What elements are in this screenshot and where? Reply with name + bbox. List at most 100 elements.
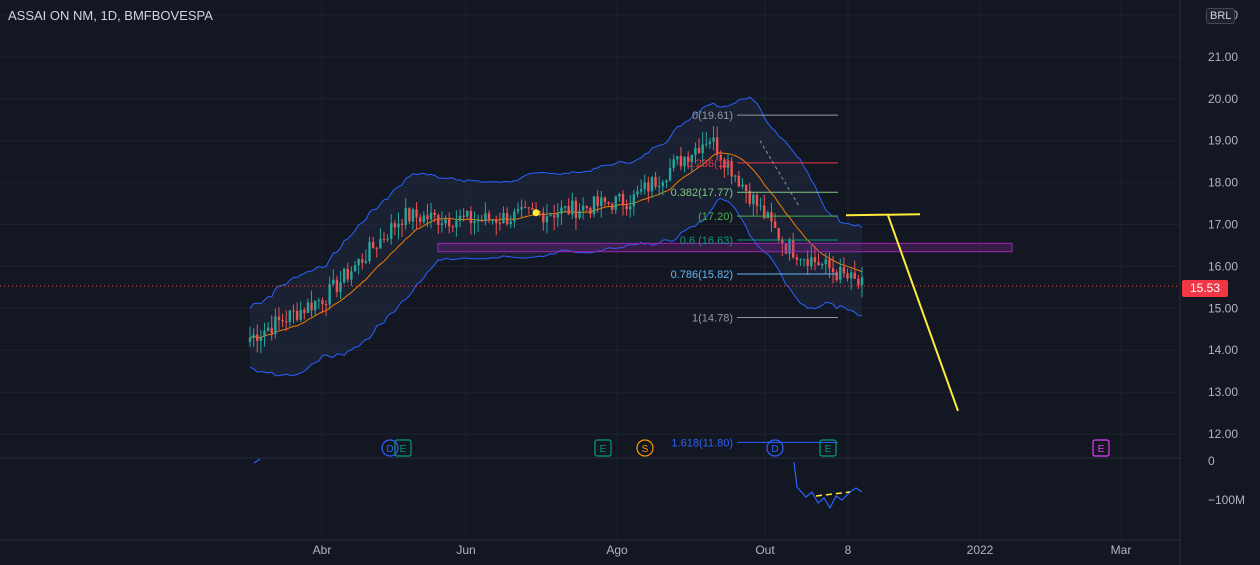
- candle-body: [317, 300, 321, 302]
- candle-body: [252, 334, 255, 338]
- event-dividend-icon: [766, 439, 784, 457]
- candle-body: [285, 321, 288, 323]
- candle-body: [538, 211, 541, 213]
- candle-body: [574, 200, 578, 218]
- candle-body: [603, 197, 607, 203]
- candle-body: [741, 184, 744, 187]
- candle-body: [292, 310, 295, 312]
- candle-body: [658, 186, 661, 188]
- candle-body: [397, 223, 400, 228]
- candle-body: [672, 159, 675, 168]
- candle-body: [647, 182, 650, 192]
- candle-body: [342, 268, 346, 283]
- candle-body: [715, 137, 719, 155]
- candle-body: [458, 215, 462, 221]
- candle-body: [411, 209, 415, 222]
- candle-body: [734, 175, 737, 177]
- candle-body: [270, 327, 273, 334]
- x-tick-label: Ago: [606, 543, 628, 557]
- candle-body: [773, 221, 777, 228]
- candle-body: [770, 212, 773, 222]
- candle-body: [332, 279, 335, 285]
- candle-body: [860, 277, 864, 285]
- candle-body: [737, 175, 741, 187]
- candle-body: [632, 194, 636, 207]
- candle-body: [723, 159, 726, 168]
- candle-body: [274, 316, 277, 334]
- candle-body: [324, 304, 328, 306]
- fib-level-label: 0(19.61): [692, 110, 733, 122]
- y-tick-label: 16.00: [1208, 259, 1238, 273]
- candle-body: [266, 327, 270, 331]
- candle-body: [382, 238, 386, 240]
- candle-body: [799, 259, 802, 261]
- candle-body: [629, 206, 632, 210]
- candle-body: [361, 259, 364, 263]
- y-tick-label: 21.00: [1208, 50, 1238, 64]
- candle-body: [690, 154, 693, 163]
- projection-line: [887, 214, 959, 412]
- y-tick-label: 13.00: [1208, 385, 1238, 399]
- candle-body: [618, 194, 621, 197]
- candle-body: [437, 214, 440, 225]
- candle-body: [502, 213, 505, 224]
- candle-body: [802, 259, 806, 261]
- event-earnings-icon: [594, 439, 612, 457]
- candle-body: [415, 209, 418, 218]
- candle-body: [842, 267, 846, 274]
- candle-body: [585, 205, 588, 208]
- candle-body: [795, 257, 799, 260]
- candle-body: [299, 309, 302, 320]
- candle-body: [277, 316, 281, 321]
- candle-body: [371, 241, 375, 249]
- last-price-label: 15.53: [1182, 280, 1228, 297]
- candle-body: [607, 202, 610, 204]
- event-label: E: [1098, 444, 1105, 455]
- candle-body: [444, 219, 447, 224]
- bollinger-fill: [250, 97, 862, 376]
- symbol-title: ASSAI ON NM, 1D, BMFBOVESPA: [8, 8, 213, 23]
- bollinger-lower-line: [249, 197, 863, 377]
- candle-body: [846, 273, 849, 279]
- candle-body: [813, 257, 817, 263]
- candle-body: [556, 213, 560, 218]
- candle-body: [440, 223, 444, 225]
- candle-body: [346, 268, 349, 280]
- candle-body: [313, 300, 317, 311]
- candle-body: [433, 212, 436, 215]
- candle-body: [810, 257, 813, 267]
- candle-body: [545, 216, 549, 223]
- currency-badge[interactable]: BRL: [1206, 8, 1236, 24]
- candle-body: [509, 221, 512, 225]
- candle-body: [755, 194, 759, 206]
- candle-body: [408, 208, 411, 222]
- indicator-trendline: [815, 491, 851, 497]
- fib-level-label: 0.236(18.: [687, 158, 733, 170]
- candle-body: [654, 177, 657, 187]
- candle-body: [705, 143, 708, 145]
- candle-body: [487, 213, 491, 221]
- candle-body: [310, 302, 313, 311]
- y-tick-label: 19.00: [1208, 134, 1238, 148]
- candle-body: [857, 278, 860, 285]
- candle-body: [473, 221, 476, 224]
- candle-body: [339, 282, 342, 293]
- x-tick-label: Abr: [313, 543, 332, 557]
- candle-body: [390, 223, 393, 239]
- candle-body: [549, 215, 552, 217]
- candle-body: [419, 217, 422, 223]
- candle-body: [495, 220, 498, 223]
- candle-body: [849, 272, 853, 279]
- event-earnings-icon: [394, 439, 412, 457]
- candle-body: [516, 209, 520, 212]
- candle-body: [610, 203, 614, 210]
- candle-body: [820, 264, 824, 266]
- candle-body: [498, 222, 502, 224]
- candle-body: [639, 189, 643, 192]
- y-tick-label: 14.00: [1208, 343, 1238, 357]
- y-tick-label: 17.00: [1208, 218, 1238, 232]
- candle-body: [480, 220, 483, 222]
- indicator-line-start: [253, 458, 261, 464]
- fib-trend-line: [759, 140, 801, 208]
